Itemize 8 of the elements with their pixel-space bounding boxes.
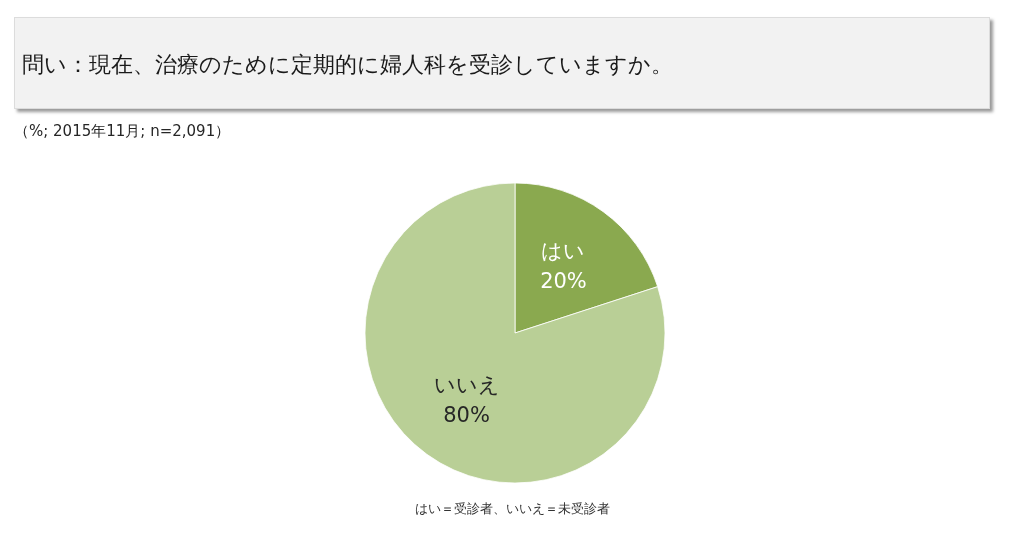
data-label: 80% — [443, 402, 490, 427]
data-label: 20% — [540, 269, 587, 294]
text: はい＝受診者、いいえ＝未受診者 — [414, 500, 610, 516]
slice-label: はい — [541, 239, 586, 264]
pie-slice — [364, 182, 666, 484]
chart-title: 問い：現在、治療のために定期的に婦人科を受診していますか。 — [22, 51, 673, 79]
slice-label: いいえ — [433, 372, 500, 397]
text: （%; 2015年11月; n=2,091） — [14, 122, 231, 141]
